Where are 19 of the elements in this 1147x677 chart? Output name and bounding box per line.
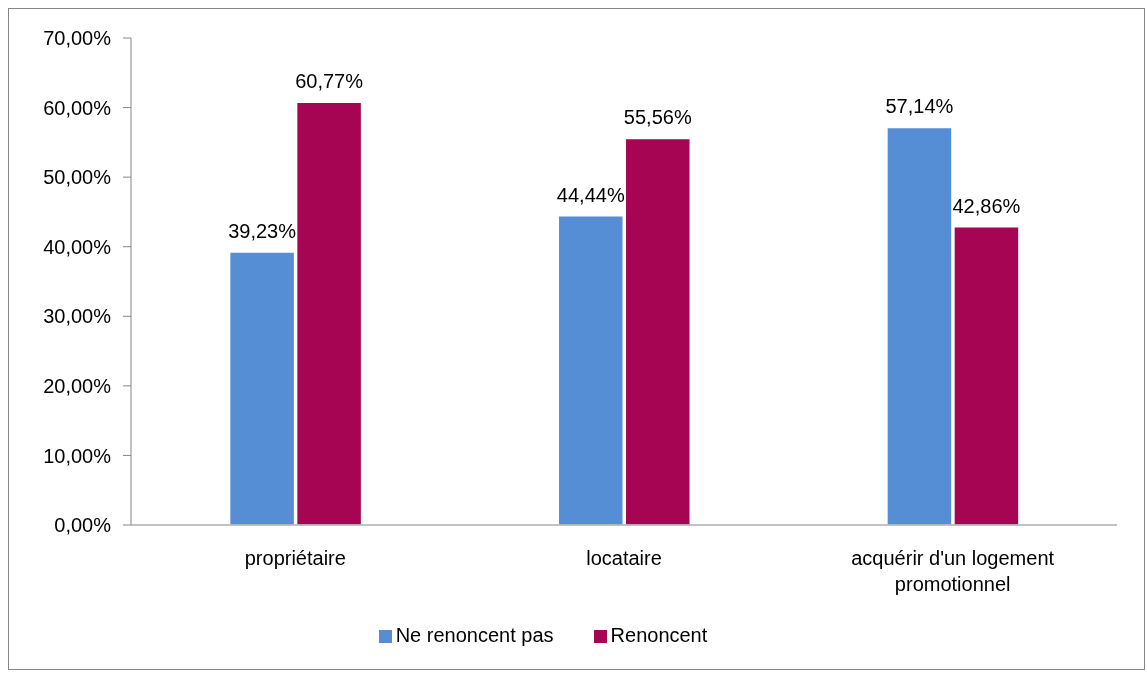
y-tick-label: 70,00% — [43, 27, 112, 50]
x-tick-label: locataire — [586, 547, 662, 569]
y-tick-label: 20,00% — [43, 374, 112, 397]
y-tick-label: 50,00% — [43, 166, 112, 189]
x-tick-label: acquérir d'un logement promotionnel — [851, 547, 1055, 595]
data-label: 44,44% — [556, 183, 625, 206]
data-label: 42,86% — [952, 194, 1021, 217]
legend-label: Ne renoncent pas — [395, 624, 554, 646]
data-label: 57,14% — [885, 95, 954, 118]
y-tick-label: 40,00% — [43, 235, 112, 258]
data-label: 60,77% — [295, 70, 364, 93]
legend-label: Renoncent — [610, 624, 708, 646]
x-tick-label: propriétaire — [244, 547, 346, 569]
data-label: 55,56% — [623, 106, 692, 129]
y-tick-label: 10,00% — [43, 444, 112, 467]
y-tick-label: 60,00% — [43, 96, 112, 119]
y-tick-label: 0,00% — [54, 514, 112, 537]
y-tick-label: 30,00% — [43, 305, 112, 328]
data-label: 39,23% — [228, 220, 297, 243]
